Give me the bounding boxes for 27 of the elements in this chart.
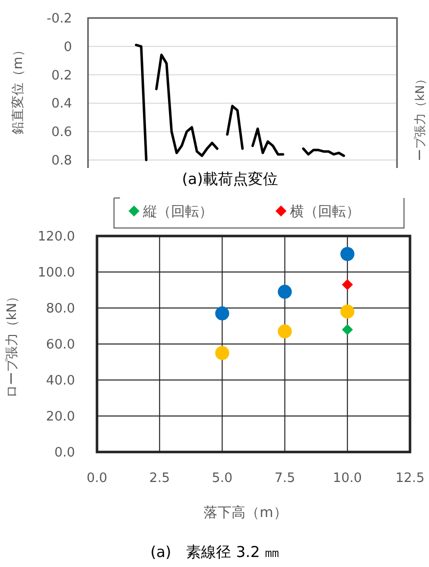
xtick: 0.0 [86, 471, 108, 486]
ylabel: ロープ張力（kN） [5, 290, 20, 398]
xtick: 12.5 [396, 471, 424, 486]
annotation: (a)載荷点変位 [182, 170, 278, 188]
legend-label: 横（回転） [290, 204, 360, 220]
ytick: -0.2 [46, 12, 72, 26]
ytick: 0 [64, 40, 72, 55]
xtick: 7.5 [274, 471, 296, 486]
ytick: 0.4 [51, 96, 72, 112]
xtick: 5.0 [212, 471, 233, 486]
ytick: 120.0 [38, 230, 75, 244]
ytick: 0.8 [51, 154, 72, 168]
xtick: 2.5 [149, 471, 170, 486]
ytick: 100.0 [38, 266, 75, 280]
legend-label: 縦（回転） [143, 204, 213, 220]
xlabel: 落下高（m） [204, 505, 288, 521]
ytick: 20.0 [46, 410, 75, 424]
ytick: 0.0 [54, 446, 75, 460]
annotation: (a) 素線径 3.2 ㎜ [150, 543, 280, 561]
y2label: ープ張力（kN） [413, 73, 427, 161]
ytick: 0.6 [51, 125, 72, 140]
ytick: 60.0 [46, 338, 75, 352]
ytick: 80.0 [46, 302, 75, 316]
ylabel: 鉛直変位（m） [11, 44, 26, 134]
ytick: 40.0 [46, 374, 75, 388]
ytick: 0.2 [51, 68, 72, 84]
xtick: 10.0 [332, 471, 362, 486]
